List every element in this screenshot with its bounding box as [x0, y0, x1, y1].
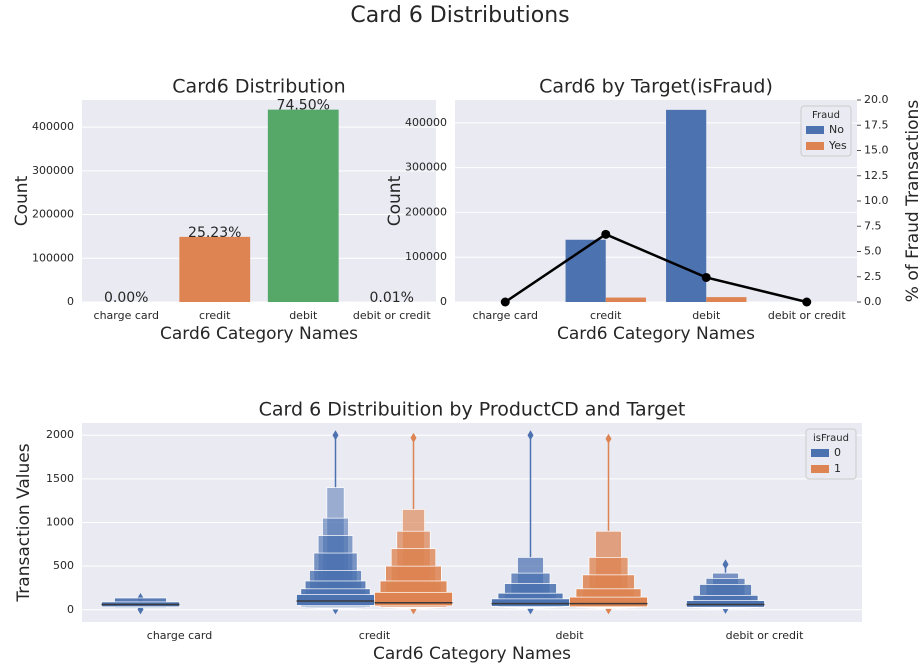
x-tick-label: debit: [289, 309, 318, 322]
chart-title: Card6 by Target(isFraud): [539, 76, 773, 98]
letter-value-box: [491, 598, 570, 607]
legend-swatch: [811, 449, 829, 457]
x-tick-label: charge card: [473, 309, 538, 322]
y2-tick-label: 7.5: [864, 219, 882, 232]
y-tick-label: 100000: [405, 250, 447, 263]
x-axis-label: Card6 Category Names: [373, 644, 571, 664]
line: [504, 232, 808, 304]
letter-value-box: [374, 591, 453, 607]
figure-title: Card 6 Distributions: [350, 3, 569, 28]
plot-area: [455, 100, 857, 302]
y-axis-label: Transaction Values: [14, 443, 34, 602]
line-marker: [701, 272, 711, 282]
legend-title: Fraud: [812, 110, 840, 121]
outlier: [722, 559, 729, 570]
data-label: 0.01%: [370, 290, 414, 306]
x-tick-label: credit: [590, 309, 622, 322]
legend-swatch: [806, 142, 824, 150]
bar: [179, 236, 251, 302]
y-tick-label: 500: [53, 559, 74, 572]
legend-label: 1: [834, 462, 841, 475]
data-label: 74.50%: [277, 98, 330, 114]
line-marker: [500, 297, 510, 307]
legend-label: 0: [834, 446, 841, 459]
data-label: 25.23%: [188, 225, 241, 241]
letter-value-box: [296, 594, 375, 606]
bar: [666, 109, 707, 302]
y-tick-label: 400000: [405, 116, 447, 129]
y2-tick-label: 0.0: [864, 295, 882, 308]
y-tick-label: 100000: [32, 251, 74, 264]
y-axis-label: Count: [12, 175, 32, 226]
x-tick-label: debit: [692, 309, 721, 322]
y2-tick-label: 2.5: [864, 270, 882, 283]
letter-value-box: [569, 596, 648, 608]
chart-title: Card 6 Distribuition by ProductCD and Ta…: [259, 399, 686, 421]
y-tick-label: 300000: [405, 161, 447, 174]
line-marker: [601, 229, 611, 239]
y-tick-label: 300000: [32, 164, 74, 177]
x-axis-label: Card6 Category Names: [160, 324, 358, 344]
bar: [565, 239, 606, 302]
outlier: [527, 430, 534, 441]
y-tick-label: 200000: [405, 205, 447, 218]
legend-swatch: [806, 126, 824, 134]
y2-tick-label: 10.0: [864, 194, 889, 207]
bar: [267, 109, 339, 303]
x-tick-label: debit: [555, 629, 584, 642]
legend-label: Yes: [828, 139, 847, 152]
x-axis-label: Card6 Category Names: [557, 324, 755, 344]
y-tick-label: 0: [67, 295, 74, 308]
y-tick-label: 0: [440, 295, 447, 308]
legend-title: isFraud: [813, 433, 849, 444]
x-tick-label: credit: [359, 629, 391, 642]
y2-tick-label: 5.0: [864, 245, 882, 258]
y2-tick-label: 15.0: [864, 144, 889, 157]
legend-label: No: [829, 123, 844, 136]
chart-title: Card6 Distribution: [172, 76, 345, 98]
x-tick-label: debit or credit: [726, 629, 804, 642]
y-axis-label: Count: [385, 175, 405, 226]
y-tick-label: 2000: [46, 428, 74, 441]
y2-axis-label: % of Fraud Transactions: [903, 100, 921, 303]
y2-tick-label: 20.0: [864, 93, 889, 106]
data-label: 0.00%: [104, 290, 148, 306]
y-tick-label: 0: [67, 603, 74, 616]
x-tick-label: debit or credit: [768, 309, 846, 322]
y2-tick-label: 17.5: [864, 118, 889, 131]
x-tick-label: debit or credit: [353, 309, 431, 322]
y-tick-label: 1500: [46, 472, 74, 485]
y-tick-label: 200000: [32, 208, 74, 221]
outlier: [605, 433, 612, 444]
bar: [706, 297, 747, 302]
x-tick-label: credit: [199, 309, 231, 322]
outlier: [410, 432, 417, 443]
legend-swatch: [811, 465, 829, 473]
y-tick-label: 1000: [46, 516, 74, 529]
line-marker: [802, 297, 812, 307]
x-tick-label: charge card: [147, 629, 212, 642]
x-tick-label: charge card: [94, 309, 159, 322]
outlier: [332, 430, 339, 441]
bar: [605, 297, 646, 302]
plot-area: [82, 100, 436, 302]
y2-tick-label: 12.5: [864, 169, 889, 182]
y-tick-label: 400000: [32, 120, 74, 133]
